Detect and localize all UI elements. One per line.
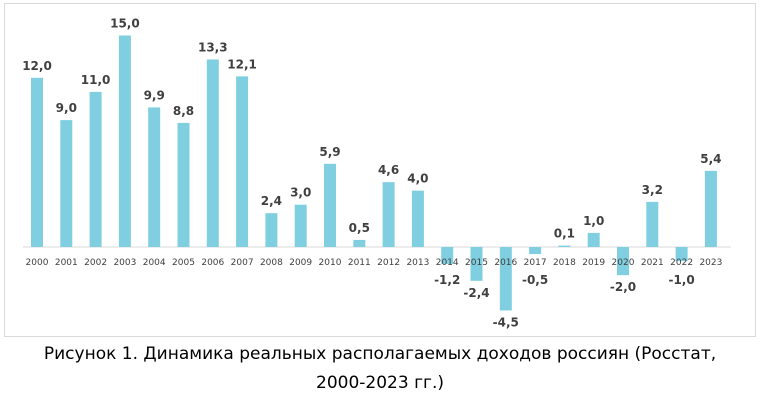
tick-label-2021: 2021 <box>641 258 664 268</box>
tick-label-2012: 2012 <box>377 258 400 268</box>
bar-2008 <box>265 213 278 247</box>
tick-label-2002: 2002 <box>84 258 107 268</box>
tick-label-2003: 2003 <box>113 258 136 268</box>
bar-2002 <box>89 91 102 248</box>
tick-label-2009: 2009 <box>289 258 312 268</box>
value-label-2002: 11,0 <box>81 73 111 87</box>
tick-label-2014: 2014 <box>436 258 459 268</box>
bar-2000 <box>31 77 43 247</box>
chart-frame: 12,0 2000 9,0 2001 11,0 2002 15,0 2003 9,9 2004 8,… <box>4 3 756 337</box>
bar-2012 <box>382 182 395 247</box>
bar-2007 <box>236 76 249 247</box>
tick-label-2006: 2006 <box>201 258 224 268</box>
caption-line-2: 2000-2023 гг.) <box>316 373 444 393</box>
tick-label-2000: 2000 <box>26 258 49 268</box>
tick-label-2019: 2019 <box>582 258 605 268</box>
tick-label-2023: 2023 <box>699 258 722 268</box>
bar-2010 <box>324 163 336 247</box>
tick-label-2020: 2020 <box>612 258 635 268</box>
tick-label-2018: 2018 <box>553 258 576 268</box>
bar-2014 <box>441 247 454 264</box>
value-label-2023: 5,4 <box>700 152 721 166</box>
figure-caption: Рисунок 1. Динамика реальных располагаем… <box>0 340 760 398</box>
tick-label-2010: 2010 <box>319 258 342 268</box>
value-label-2011: 0,5 <box>349 221 370 235</box>
bar-2018 <box>558 245 571 247</box>
bar-2015 <box>470 247 483 281</box>
tick-label-2001: 2001 <box>55 258 78 268</box>
bar-2001 <box>60 120 73 247</box>
bar-2006 <box>206 59 219 247</box>
value-label-2021: 3,2 <box>642 183 663 197</box>
bar-2019 <box>587 232 600 247</box>
bar-chart: 12,0 2000 9,0 2001 11,0 2002 15,0 2003 9,9 2004 8,… <box>22 17 731 329</box>
value-label-2000: 12,0 <box>22 59 52 73</box>
value-label-2001: 9,0 <box>56 101 77 115</box>
bar-2004 <box>148 107 161 247</box>
bar-2009 <box>294 204 307 247</box>
bar-2016 <box>499 247 512 311</box>
bar-2020 <box>617 247 629 276</box>
value-label-2018: 0,1 <box>554 227 575 241</box>
bar-2013 <box>411 190 424 247</box>
value-label-2010: 5,9 <box>319 145 340 159</box>
tick-label-2011: 2011 <box>348 258 371 268</box>
tick-label-2022: 2022 <box>670 258 693 268</box>
caption-line-1: Рисунок 1. Динамика реальных располагаем… <box>43 344 717 364</box>
bar-2023 <box>704 170 717 247</box>
tick-label-2005: 2005 <box>172 258 195 268</box>
value-label-2003: 15,0 <box>110 17 140 31</box>
bar-2021 <box>646 201 659 247</box>
value-label-2009: 3,0 <box>290 186 311 200</box>
bar-2005 <box>177 122 190 247</box>
value-label-2016: -4,5 <box>493 315 519 329</box>
value-label-2007: 12,1 <box>227 57 257 71</box>
tick-label-2008: 2008 <box>260 258 283 268</box>
tick-label-2013: 2013 <box>406 258 429 268</box>
tick-label-2015: 2015 <box>465 258 488 268</box>
value-label-2008: 2,4 <box>261 194 282 208</box>
bar-2022 <box>675 247 688 262</box>
bar-2003 <box>118 35 131 247</box>
bar-2017 <box>529 247 542 255</box>
bar-2011 <box>353 239 366 247</box>
value-label-2014: -1,2 <box>434 273 460 287</box>
value-label-2006: 13,3 <box>198 40 228 54</box>
value-label-2017: -0,5 <box>522 273 548 287</box>
value-label-2022: -1,0 <box>668 273 694 287</box>
value-label-2020: -2,0 <box>610 280 636 294</box>
tick-label-2016: 2016 <box>494 258 517 268</box>
value-label-2019: 1,0 <box>583 214 604 228</box>
tick-label-2007: 2007 <box>231 258 254 268</box>
tick-label-2004: 2004 <box>143 258 166 268</box>
value-label-2012: 4,6 <box>378 163 399 177</box>
value-label-2015: -2,4 <box>463 286 489 300</box>
value-label-2013: 4,0 <box>407 172 428 186</box>
value-label-2005: 8,8 <box>173 104 194 118</box>
tick-label-2017: 2017 <box>524 258 547 268</box>
value-label-2004: 9,9 <box>144 88 165 102</box>
